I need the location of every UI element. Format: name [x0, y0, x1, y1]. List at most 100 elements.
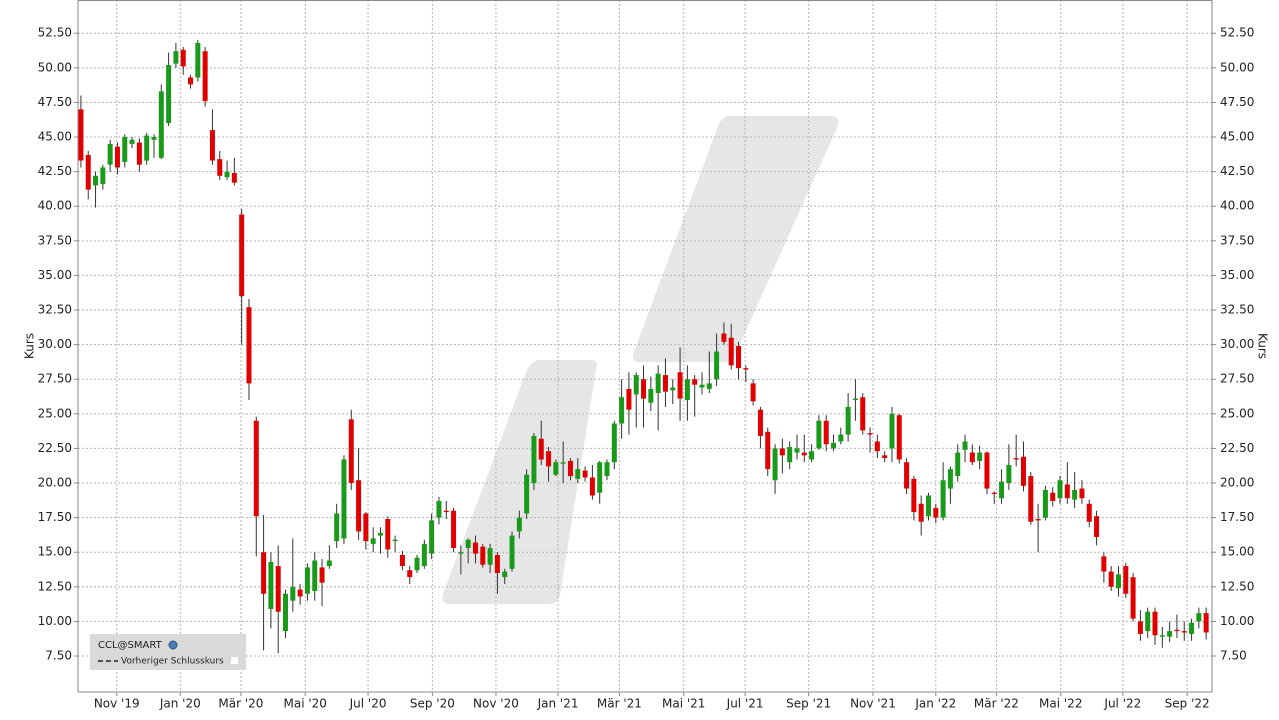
y-tick-label: 30.00	[38, 337, 72, 351]
candle-body	[93, 175, 99, 186]
candle-body	[443, 510, 449, 513]
candle-body	[107, 143, 113, 165]
y-tick-label: 12.50	[38, 579, 72, 593]
candle-body	[1137, 621, 1143, 634]
candle-body	[1050, 492, 1056, 502]
candle-body	[224, 171, 230, 178]
candle-body	[962, 441, 968, 450]
candles	[78, 40, 1209, 654]
legend-icon	[168, 640, 178, 650]
candle-body	[239, 214, 245, 297]
y2-tick-label: 40.00	[1220, 199, 1254, 213]
y2-tick-label: 20.00	[1220, 476, 1254, 490]
candle-body	[319, 567, 325, 583]
candle-body	[889, 413, 895, 449]
candle-body	[516, 517, 522, 532]
candle-body	[633, 375, 639, 395]
candle-body	[619, 397, 625, 424]
y-tick-label: 27.50	[38, 372, 72, 386]
y-tick-label: 42.50	[38, 164, 72, 178]
candle-body	[531, 435, 537, 484]
candle-body	[969, 452, 975, 463]
candle-body	[1094, 516, 1100, 537]
y-tick-label: 15.00	[38, 545, 72, 559]
x-tick-label: Jan '21	[537, 697, 579, 711]
candle-body	[882, 455, 888, 459]
candle-body	[648, 388, 654, 403]
y-tick-label: 10.00	[38, 614, 72, 628]
x-tick-label: Nov '19	[94, 697, 140, 711]
candle-body	[538, 438, 544, 460]
candle-body	[122, 137, 128, 162]
candle-body	[129, 139, 135, 144]
x-tick-label: Nov '21	[850, 697, 896, 711]
candle-body	[1167, 631, 1173, 637]
candle-body	[867, 433, 873, 435]
grid	[78, 0, 1212, 692]
y2-tick-label: 30.00	[1220, 337, 1254, 351]
candle-body	[772, 448, 778, 481]
candle-body	[684, 379, 690, 400]
candle-body	[984, 452, 990, 489]
candle-body	[261, 552, 267, 594]
candle-body	[1152, 611, 1158, 636]
plot-frame	[77, 0, 1213, 693]
candle-body	[597, 462, 603, 493]
candle-body	[1115, 574, 1121, 589]
candle-body	[852, 398, 858, 400]
y2-tick-label: 10.00	[1220, 614, 1254, 628]
y-tick-label: 25.00	[38, 406, 72, 420]
candle-body	[451, 510, 457, 549]
candle-body	[151, 137, 157, 140]
candle-body	[1123, 566, 1129, 594]
candle-body	[831, 442, 837, 449]
candle-body	[363, 513, 369, 542]
candle-body	[304, 567, 310, 594]
candle-body	[509, 535, 515, 569]
candle-body	[209, 130, 215, 161]
y-tick-label: 7.50	[45, 649, 72, 663]
candle-body	[1064, 484, 1070, 499]
candle-body	[465, 539, 471, 549]
candle-body	[1035, 519, 1041, 521]
y2-tick-label: 52.50	[1220, 26, 1254, 40]
candle-body	[114, 146, 120, 168]
y2-tick-label: 35.00	[1220, 268, 1254, 282]
x-tick-label: Mai '20	[284, 697, 327, 711]
axes: 7.50 7.50 10.00 10.00 12.50 12.50 15.00 15.00 17…	[38, 26, 1255, 711]
candle-body	[173, 51, 179, 64]
candle-body	[392, 539, 398, 542]
candle-body	[407, 570, 413, 578]
candle-body	[991, 492, 997, 495]
y-tick-label: 47.50	[38, 95, 72, 109]
x-tick-label: Jul '21	[726, 697, 764, 711]
candle-body	[721, 333, 727, 342]
candle-body	[757, 409, 763, 436]
candle-body	[414, 557, 420, 571]
y2-tick-label: 45.00	[1220, 130, 1254, 144]
candle-body	[1174, 629, 1180, 632]
candle-body	[246, 307, 252, 384]
candle-body	[670, 387, 676, 391]
candle-body	[524, 474, 530, 514]
candle-body	[1108, 571, 1114, 587]
y2-tick-label: 50.00	[1220, 60, 1254, 74]
y-axis-label: Kurs	[23, 333, 37, 359]
candle-body	[1159, 635, 1165, 637]
candle-body	[341, 459, 347, 539]
candle-body	[641, 379, 647, 399]
candle-body	[1086, 503, 1092, 522]
candle-body	[100, 167, 106, 185]
candle-body	[180, 49, 186, 67]
candle-body	[253, 420, 259, 517]
candle-body	[662, 375, 668, 392]
candle-body	[794, 448, 800, 453]
candle-body	[699, 384, 705, 388]
candle-body	[283, 593, 289, 632]
candle-body	[626, 388, 632, 410]
x-tick-label: Jan '22	[914, 697, 956, 711]
candle-body	[436, 501, 442, 518]
x-tick-label: Mai '22	[1039, 697, 1082, 711]
candle-body	[1006, 465, 1012, 484]
candle-body	[904, 462, 910, 489]
